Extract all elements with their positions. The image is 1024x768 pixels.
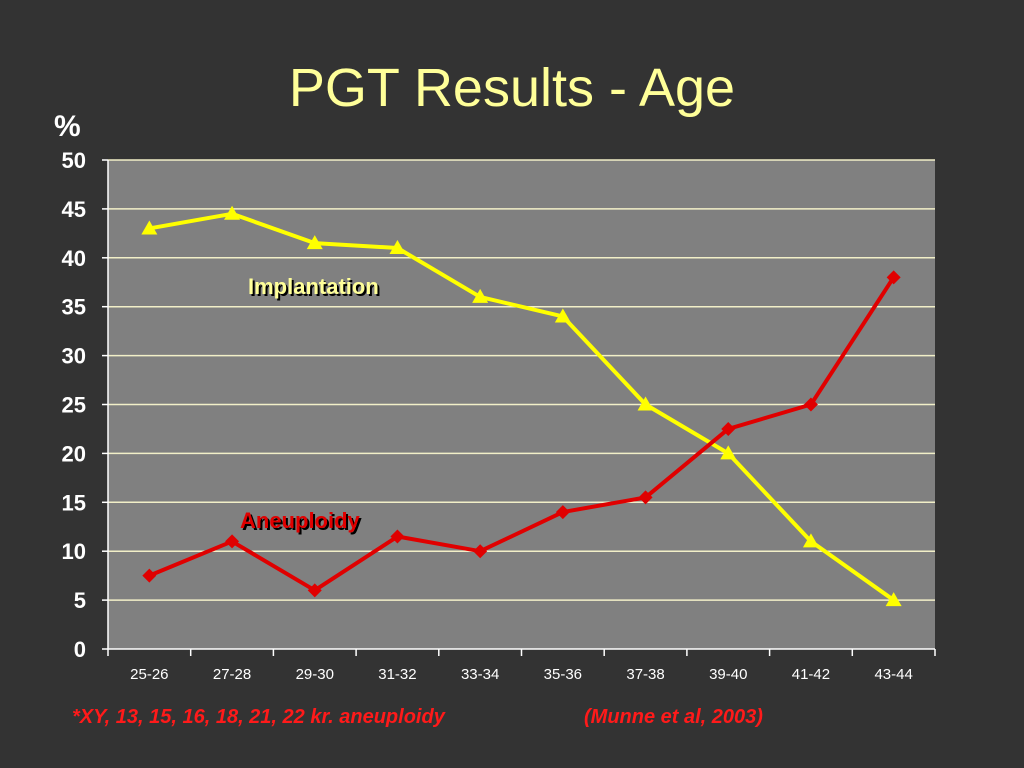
series-group (141, 205, 902, 607)
y-tick-label: 45 (62, 197, 86, 222)
y-tick-label: 40 (62, 246, 86, 271)
x-tick-labels: 25-26 27-28 29-30 31-32 33-34 35-36 37-38 39-40… (130, 666, 913, 683)
x-tick-label: 29-30 (296, 666, 334, 683)
y-tick-label: 25 (62, 393, 86, 418)
data-point (472, 288, 489, 303)
data-point (225, 534, 240, 549)
data-point (306, 235, 323, 250)
footnote: *XY, 13, 15, 16, 18, 21, 22 kr. aneuploi… (72, 706, 445, 728)
data-point (803, 397, 818, 412)
y-tick-label: 20 (62, 441, 86, 466)
data-point (224, 205, 241, 220)
y-tick-label: 15 (62, 490, 86, 515)
data-point (638, 490, 653, 505)
data-point (389, 240, 406, 255)
series-aneuploidy (142, 270, 901, 598)
axes (102, 159, 936, 656)
y-tick-label: 35 (62, 295, 86, 320)
y-tick-label: 0 (74, 637, 86, 662)
data-point (473, 544, 488, 559)
data-point (637, 396, 654, 411)
y-tick-label: 30 (62, 344, 86, 369)
series-label-shadow: Aneuploidy (242, 510, 363, 535)
y-tick-label: 50 (62, 148, 86, 173)
data-point (885, 592, 902, 607)
line-chart: 0 5 10 15 20 25 30 35 40 45 50 25-26 27-28 29-30 31-3… (62, 148, 936, 683)
y-tick-label: 5 (74, 588, 86, 613)
data-point (886, 270, 901, 285)
series-line (149, 211, 895, 602)
series-line (148, 276, 896, 593)
x-tick-label: 41-42 (792, 666, 830, 683)
data-point (554, 308, 571, 323)
x-tick-label: 33-34 (461, 666, 499, 683)
x-tick-label: 43-44 (874, 666, 912, 683)
x-tick-label: 39-40 (709, 666, 747, 683)
data-point (802, 533, 819, 548)
data-point (142, 568, 157, 583)
x-tick-label: 35-36 (544, 666, 582, 683)
series-implantation (141, 205, 902, 607)
y-tick-labels: 0 5 10 15 20 25 30 35 40 45 50 (62, 148, 86, 662)
data-point (721, 421, 736, 436)
data-point (141, 220, 158, 235)
data-point (720, 445, 737, 460)
y-tick-label: 10 (62, 539, 86, 564)
x-tick-label: 25-26 (130, 666, 168, 683)
citation: (Munne et al, 2003) (584, 706, 763, 728)
x-tick-label: 37-38 (626, 666, 664, 683)
series-label-shadow: Implantation (250, 276, 381, 301)
series-label-implantation: Implantation (248, 274, 379, 299)
data-point (307, 583, 322, 598)
series-label-aneuploidy: Aneuploidy (240, 508, 361, 533)
x-tick-label: 27-28 (213, 666, 251, 683)
slide-title: PGT Results - Age (288, 58, 736, 118)
y-axis-unit-label: % (54, 110, 81, 143)
series-labels: ImplantationImplantationAneuploidyAneupl… (240, 274, 381, 535)
x-tick-label: 31-32 (378, 666, 416, 683)
data-point (555, 505, 570, 520)
data-point (390, 529, 405, 544)
